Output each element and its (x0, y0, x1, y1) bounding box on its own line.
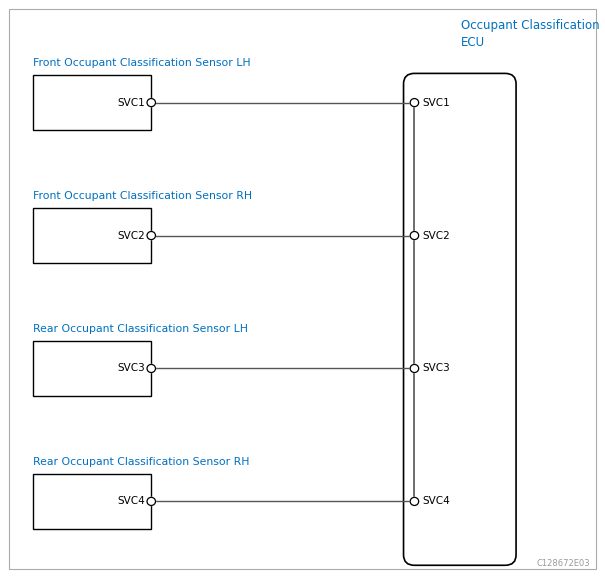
Text: SVC3: SVC3 (117, 364, 145, 373)
Text: Occupant Classification: Occupant Classification (461, 19, 600, 32)
Text: Front Occupant Classification Sensor LH: Front Occupant Classification Sensor LH (33, 58, 251, 68)
Text: SVC1: SVC1 (117, 98, 145, 108)
Text: Front Occupant Classification Sensor RH: Front Occupant Classification Sensor RH (33, 191, 252, 201)
Circle shape (147, 98, 155, 106)
Text: SVC4: SVC4 (117, 497, 145, 506)
Circle shape (147, 497, 155, 505)
Text: C128672E03: C128672E03 (536, 558, 590, 568)
Circle shape (147, 365, 155, 372)
Bar (33, 341, 151, 396)
Circle shape (410, 497, 419, 505)
Text: SVC4: SVC4 (422, 497, 450, 506)
Circle shape (410, 231, 419, 239)
Circle shape (147, 231, 155, 239)
Text: SVC2: SVC2 (117, 231, 145, 240)
FancyBboxPatch shape (404, 73, 516, 565)
Text: ECU: ECU (461, 36, 485, 49)
Text: SVC2: SVC2 (422, 231, 450, 240)
Text: Rear Occupant Classification Sensor RH: Rear Occupant Classification Sensor RH (33, 457, 250, 467)
Bar (33, 75, 151, 130)
Text: SVC1: SVC1 (422, 98, 450, 108)
Circle shape (410, 98, 419, 106)
Text: SVC3: SVC3 (422, 364, 450, 373)
Bar (33, 474, 151, 529)
Text: Rear Occupant Classification Sensor LH: Rear Occupant Classification Sensor LH (33, 324, 248, 334)
Circle shape (410, 365, 419, 372)
Bar (33, 208, 151, 263)
